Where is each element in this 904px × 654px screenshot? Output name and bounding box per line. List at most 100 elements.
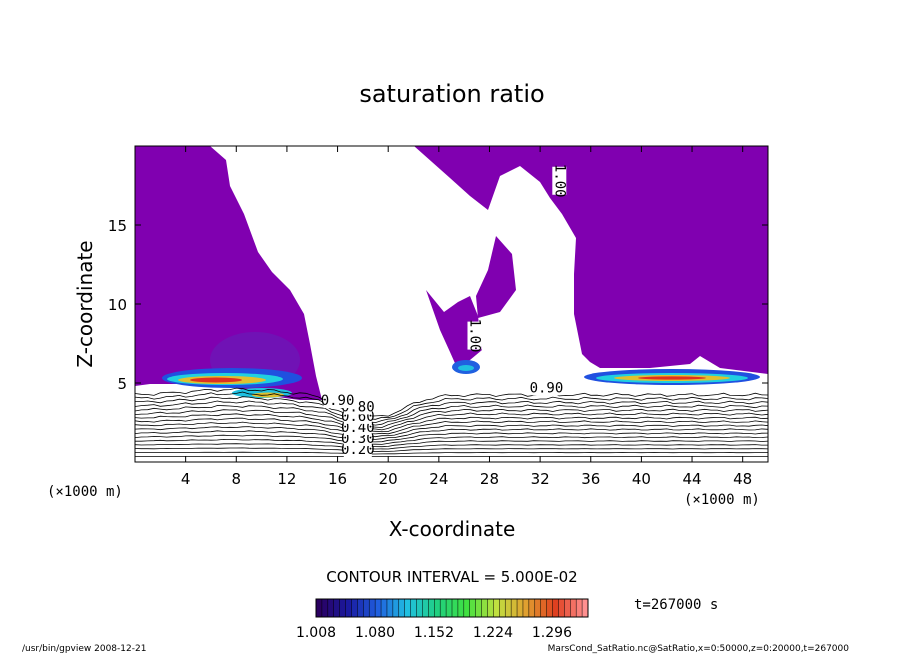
colorbar-stripe xyxy=(363,599,370,617)
y-tick-label: 15 xyxy=(108,217,127,235)
colorbar-stripe xyxy=(522,599,530,617)
colorbar-stripe xyxy=(540,599,547,617)
colorbar-stripe xyxy=(386,599,394,617)
colorbar-label: 1.296 xyxy=(532,625,572,641)
y-axis-ticks: 5 10 15 xyxy=(108,217,768,393)
contour-line xyxy=(135,430,768,443)
colorbar-stripe xyxy=(463,599,471,617)
plot-area: 0.200.300.400.600.800.900.901.001.00 xyxy=(135,146,768,458)
contour-label: 1.00 xyxy=(551,164,567,198)
colorbar-stripe xyxy=(440,599,447,617)
x-unit-right: (×1000 m) xyxy=(684,492,760,508)
contour-line xyxy=(135,426,768,440)
colorbar-stripe xyxy=(327,599,335,617)
colorbar-stripe xyxy=(475,599,482,617)
footer-right: MarsCond_SatRatio.nc@SatRatio,x=0:50000,… xyxy=(548,644,850,654)
colorbar-stripe xyxy=(404,599,411,617)
x-tick-label: 36 xyxy=(581,470,600,488)
colorbar-stripe xyxy=(499,599,506,617)
colorbar-stripe xyxy=(345,599,352,617)
footer-left: /usr/bin/gpview 2008-12-21 xyxy=(22,644,146,654)
colorbar-stripe xyxy=(381,599,388,617)
contour-line xyxy=(135,421,768,438)
colorbar-stripe xyxy=(564,599,571,617)
y-tick-label: 5 xyxy=(117,375,127,393)
colorbar-stripe xyxy=(422,599,429,617)
contour-line xyxy=(135,396,768,424)
colorbar-stripe xyxy=(392,599,400,617)
band-right-red xyxy=(638,376,706,380)
colorbar-labels: 1.008 1.080 1.152 1.224 1.296 xyxy=(296,625,572,641)
x-tick-label: 44 xyxy=(682,470,701,488)
colorbar-label: 1.152 xyxy=(414,625,454,641)
contour-line xyxy=(135,451,768,455)
contour-line xyxy=(135,447,768,452)
saturation-region-upper-center xyxy=(476,236,516,318)
colorbar-stripe xyxy=(528,599,536,617)
colorbar-stripe xyxy=(517,599,524,617)
x-tick-label: 32 xyxy=(531,470,550,488)
colorbar-stripe xyxy=(410,599,417,617)
contour-label: 0.20 xyxy=(341,442,375,458)
contour-label-bg xyxy=(323,394,352,409)
colorbar-stripe xyxy=(481,599,488,617)
colorbar-stripe xyxy=(505,599,512,617)
colorbar-stripe xyxy=(321,599,329,617)
x-tick-label: 12 xyxy=(277,470,296,488)
contour-line xyxy=(135,443,768,450)
y-axis-label: Z-coordinate xyxy=(73,240,97,367)
contour-lines xyxy=(135,387,768,457)
band-left-red xyxy=(190,377,242,383)
colorbar-label: 1.224 xyxy=(473,625,513,641)
chart-title: saturation ratio xyxy=(359,80,544,108)
colorbar xyxy=(315,599,589,617)
x-tick-label: 16 xyxy=(328,470,347,488)
x-tick-label: 40 xyxy=(632,470,651,488)
x-axis-label: X-coordinate xyxy=(389,517,516,541)
x-tick-label: 4 xyxy=(181,470,191,488)
colorbar-stripe xyxy=(576,599,583,617)
colorbar-stripe xyxy=(369,599,376,617)
contour-line xyxy=(135,413,768,432)
contour-label: 0.90 xyxy=(530,380,564,396)
contour-label: 0.40 xyxy=(341,420,375,436)
contour-line xyxy=(135,409,768,431)
colorbar-label: 1.008 xyxy=(296,625,336,641)
colorbar-stripe xyxy=(469,599,476,617)
colorbar-stripe xyxy=(487,599,494,617)
y-tick-label: 10 xyxy=(108,296,127,314)
colorbar-stripe xyxy=(351,599,358,617)
colorbar-stripe xyxy=(457,599,465,617)
colorbar-stripe xyxy=(558,599,565,617)
contour-label: 0.90 xyxy=(321,393,355,409)
contour-label-bg xyxy=(532,381,561,396)
contour-line xyxy=(135,417,768,435)
x-tick-label: 28 xyxy=(480,470,499,488)
contour-labels: 0.200.300.400.600.800.900.901.001.00 xyxy=(321,164,568,458)
colorbar-stripe xyxy=(446,599,453,617)
colorbar-stripe xyxy=(398,599,405,617)
colorbar-stripe xyxy=(493,599,500,617)
contour-line xyxy=(135,434,768,445)
colorbar-stripe xyxy=(416,599,423,617)
contour-line xyxy=(135,405,768,428)
contour-line xyxy=(135,391,768,420)
contour-line xyxy=(135,438,768,448)
colorbar-stripe xyxy=(428,599,435,617)
colorbar-stripe xyxy=(339,599,346,617)
time-label: t=267000 s xyxy=(634,597,718,613)
contour-label: 1.00 xyxy=(466,319,482,353)
contour-label-bg xyxy=(343,432,372,447)
contour-label-bg xyxy=(343,420,372,435)
contour-label-bg xyxy=(343,443,372,458)
colorbar-stripe xyxy=(534,599,541,617)
colorbar-stripe xyxy=(570,599,577,617)
colorbar-frame xyxy=(315,598,589,618)
x-unit-left: (×1000 m) xyxy=(47,484,123,500)
saturation-region-center-plume xyxy=(426,290,482,370)
x-tick-label: 48 xyxy=(733,470,752,488)
colorbar-stripe xyxy=(546,599,553,617)
colorbar-stripe xyxy=(511,599,518,617)
contour-label-bg xyxy=(467,321,482,350)
